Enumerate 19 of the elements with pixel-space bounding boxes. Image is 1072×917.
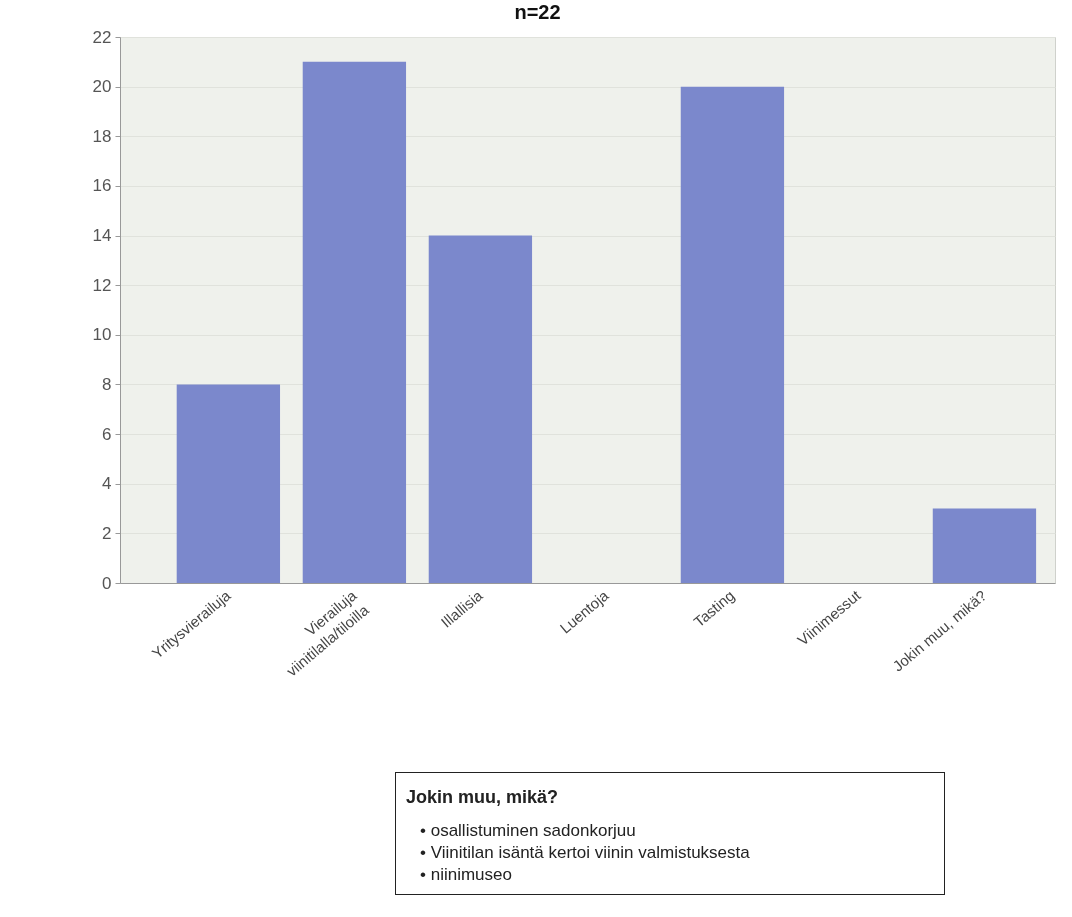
note-panel: Jokin muu, mikä? • osallistuminen sadonkorjuu • Viinitilan isäntä kertoi viinin valmistuksesta • niinimuseo — [395, 772, 945, 895]
y-tick-label: 20 — [92, 77, 112, 97]
y-tick-label: 0 — [102, 573, 112, 593]
y-tick-label: 22 — [92, 27, 112, 47]
bar — [302, 61, 407, 583]
y-tick-label: 16 — [92, 176, 112, 196]
y-tick-label: 4 — [102, 474, 112, 494]
y-tick-label: 6 — [102, 424, 112, 444]
y-tick-label: 14 — [92, 226, 112, 246]
chart-title: n=22 — [514, 1, 561, 23]
bar — [680, 86, 785, 583]
bar — [428, 235, 533, 583]
bar — [176, 384, 281, 583]
bar — [932, 508, 1037, 583]
y-tick-label: 10 — [92, 325, 112, 345]
y-tick-label: 2 — [102, 523, 112, 543]
y-tick-label: 8 — [102, 374, 112, 394]
y-tick-label: 18 — [92, 126, 112, 146]
y-tick-label: 12 — [92, 275, 112, 295]
